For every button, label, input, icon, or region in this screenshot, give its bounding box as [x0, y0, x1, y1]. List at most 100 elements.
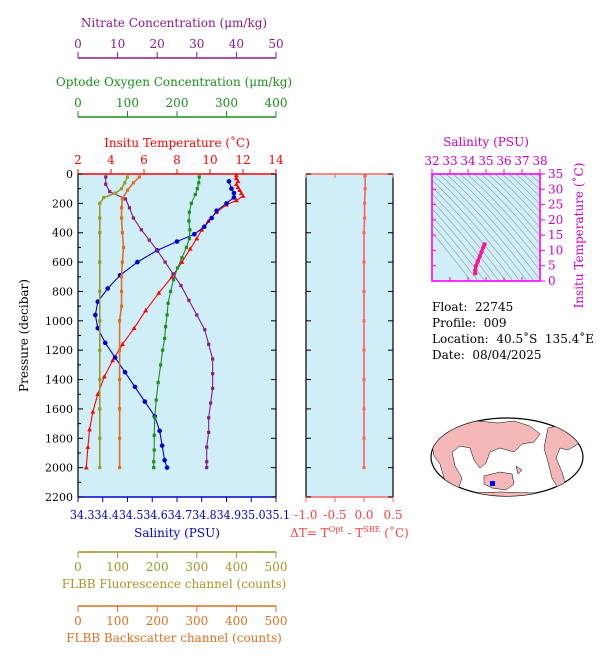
temperature-tick-label: 10: [202, 153, 217, 167]
data-point-temperature: [143, 308, 149, 313]
data-point-backscatter: [119, 206, 124, 210]
data-point-salinity: [112, 355, 118, 360]
temperature-tick-label: 12: [235, 153, 250, 167]
data-point-backscatter: [120, 197, 124, 201]
data-point-oxygen: [165, 313, 169, 317]
main-profile-chart: 0200400600800100012001400160018002000220…: [17, 16, 292, 645]
ts-data-point: [479, 249, 484, 255]
temperature-tick-label: 2: [74, 153, 82, 167]
delta-data-point: [362, 231, 366, 235]
data-point-salinity: [142, 399, 148, 404]
fluorescence-tick-label: 0: [74, 560, 82, 574]
data-point-nitrate: [205, 445, 209, 449]
temperature-tick-label: 4: [107, 153, 115, 167]
data-point-backscatter: [117, 407, 122, 411]
data-point-oxygen: [154, 398, 158, 402]
data-point-oxygen: [171, 278, 176, 282]
data-point-nitrate: [104, 175, 108, 179]
data-point-salinity: [93, 312, 98, 318]
pressure-tick-label: 800: [52, 285, 73, 298]
date-text: Date: 08/04/2025: [432, 348, 542, 362]
salinity-tick-labels: 34.334.434.534.634.734.834.935.035.1: [70, 508, 290, 522]
delta-data-point: [363, 216, 367, 220]
data-point-salinity: [231, 195, 237, 200]
density-contour-line: [445, 174, 540, 281]
data-point-oxygen: [187, 237, 191, 241]
fluorescence-axis-title: FLBB Fluorescence channel (counts): [62, 577, 287, 591]
data-point-backscatter: [117, 348, 122, 352]
data-point-backscatter: [117, 319, 122, 323]
data-point-nitrate: [155, 248, 159, 252]
nitrate-tick-label: 30: [189, 37, 204, 51]
data-point-salinity: [157, 428, 162, 434]
ts-data-point: [482, 242, 487, 247]
data-point-oxygen: [193, 192, 197, 197]
data-point-temperature: [179, 259, 185, 264]
series-line-fluorescence: [98, 176, 129, 468]
salinity-axis-title: Salinity (PSU): [134, 526, 220, 540]
data-point-salinity: [102, 340, 108, 346]
data-point-temperature: [234, 172, 239, 178]
data-point-oxygen: [153, 416, 157, 420]
delta-data-point: [362, 436, 366, 440]
data-point-nitrate: [123, 197, 128, 201]
ts-data-point: [473, 271, 478, 276]
delta-axis-title-part: SBE: [363, 525, 380, 534]
pressure-tick-label: 600: [52, 256, 73, 269]
data-point-oxygen: [187, 210, 191, 214]
delta-axis-title: ΔT= TOpt - TSBE (˚C): [290, 525, 409, 540]
delta-tick-label: 0.0: [354, 508, 373, 522]
nitrate-tick-label: 0: [74, 37, 82, 51]
ts-salinity-tick-label: 36: [496, 154, 511, 168]
data-point-backscatter: [117, 466, 122, 470]
delta-data-point: [363, 187, 367, 191]
backscatter-axis-title: FLBB Backscatter channel (counts): [66, 631, 282, 645]
delta-plot-background: [306, 174, 393, 497]
data-point-salinity: [229, 186, 234, 191]
data-point-salinity: [192, 231, 197, 237]
data-point-salinity: [95, 299, 101, 305]
data-point-oxygen: [159, 363, 163, 367]
backscatter-tick-label: 100: [106, 614, 129, 628]
density-contour-line: [438, 174, 535, 281]
delta-tick-label: 0.5: [383, 508, 402, 522]
data-point-fluorescence: [98, 231, 102, 235]
density-contour-line: [529, 174, 540, 184]
data-point-temperature: [199, 227, 205, 232]
ts-data-point: [473, 263, 479, 268]
density-contour-line: [522, 174, 540, 191]
data-point-temperature: [194, 236, 200, 241]
data-point-salinity: [201, 224, 207, 230]
ts-data-point: [475, 258, 481, 264]
data-point-salinity: [162, 457, 167, 463]
data-point-backscatter: [120, 260, 124, 264]
data-point-temperature: [83, 465, 89, 470]
ts-temperature-tick-label: 10: [548, 243, 563, 257]
data-point-fluorescence: [98, 436, 102, 440]
data-point-salinity: [164, 465, 170, 470]
data-point-fluorescence: [98, 407, 102, 411]
density-contour-line: [494, 174, 540, 221]
data-point-fluorescence: [125, 175, 130, 179]
float-id-text: Float: 22745: [432, 300, 514, 314]
backscatter-tick-label: 300: [185, 614, 208, 628]
density-contour-line: [501, 174, 540, 213]
data-point-nitrate: [195, 313, 199, 317]
ts-plot-background: [432, 174, 540, 281]
fluorescence-tick-label: 300: [185, 560, 208, 574]
ts-temperature-axis-title: Insitu Temperature (˚C): [571, 163, 586, 309]
data-point-oxygen: [175, 266, 180, 270]
data-point-salinity: [135, 259, 140, 265]
data-point-temperature: [234, 181, 239, 187]
data-point-oxygen: [152, 460, 156, 464]
data-point-oxygen: [166, 301, 170, 305]
fluorescence-tick-label: 100: [106, 560, 129, 574]
data-point-backscatter: [117, 377, 122, 382]
land-islands: [515, 465, 523, 475]
data-point-salinity: [226, 179, 232, 184]
oxygen-tick-label: 400: [265, 96, 288, 110]
density-contour-line: [452, 174, 540, 272]
data-point-nitrate: [179, 283, 183, 288]
